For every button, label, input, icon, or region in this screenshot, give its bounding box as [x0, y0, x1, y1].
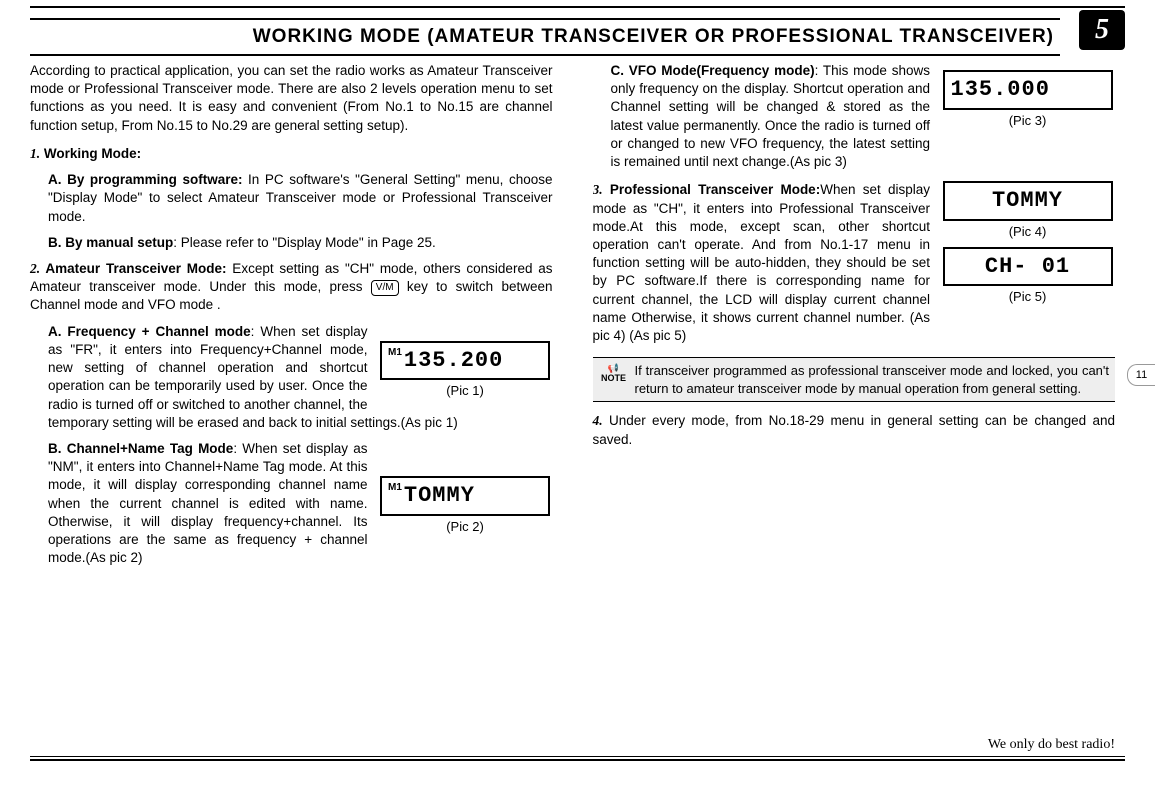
item-2c: 135.000 (Pic 3) C. VFO Mode(Frequency mo…	[611, 62, 1116, 171]
vm-key-icon: V/M	[371, 280, 399, 296]
item-2a: M1135.200 (Pic 1) A. Frequency + Channel…	[48, 323, 553, 432]
lcd-pic4-wrap: TOMMY (Pic 4) CH- 01 (Pic 5)	[940, 181, 1115, 305]
content-area: According to practical application, you …	[30, 62, 1115, 737]
lcd-pic2-text: TOMMY	[404, 483, 475, 508]
lcd-pic1: M1135.200	[380, 341, 550, 381]
chapter-number: 5	[1095, 11, 1109, 49]
lcd-pic1-caption: (Pic 1)	[378, 382, 553, 400]
lcd-pic1-sup: M1	[388, 347, 402, 358]
lcd-pic3-text: 135.000	[951, 77, 1050, 102]
chapter-number-box: 5	[1079, 10, 1125, 50]
slogan: We only do best radio!	[988, 736, 1115, 755]
item-4-body: Under every mode, from No.18-29 menu in …	[593, 413, 1116, 446]
lcd-pic2-wrap: M1TOMMY (Pic 2)	[378, 476, 553, 535]
bottom-rule-thick	[30, 759, 1125, 761]
item-3-title: Professional Transceiver Mode:	[603, 182, 821, 197]
item-1a-lead: A. By programming software:	[48, 172, 242, 187]
item-1: 1. Working Mode:	[30, 145, 553, 163]
item-2-number: 2.	[30, 261, 40, 276]
item-1a: A. By programming software: In PC softwa…	[48, 171, 553, 226]
item-1-number: 1.	[30, 146, 40, 161]
item-1b-text: : Please refer to "Display Mode" in Page…	[173, 235, 435, 250]
page-number-tab: 11	[1127, 364, 1155, 386]
right-column: 135.000 (Pic 3) C. VFO Mode(Frequency mo…	[593, 62, 1116, 737]
lcd-pic5-caption: (Pic 5)	[940, 288, 1115, 306]
item-2-title: Amateur Transceiver Mode:	[40, 261, 226, 276]
lcd-pic3: 135.000	[943, 70, 1113, 110]
item-1b: B. By manual setup: Please refer to "Dis…	[48, 234, 553, 252]
lcd-pic3-caption: (Pic 3)	[940, 112, 1115, 130]
item-2b-text: : When set display as "NM", it enters in…	[48, 441, 368, 565]
item-2b: M1TOMMY (Pic 2) B. Channel+Name Tag Mode…	[48, 440, 553, 568]
note-icon: 📢 NOTE	[597, 364, 631, 384]
page-header: WORKING MODE (AMATEUR TRANSCEIVER OR PRO…	[30, 18, 1060, 56]
page-number: 11	[1136, 368, 1147, 383]
lcd-pic1-text: 135.200	[404, 348, 503, 373]
lcd-pic4-caption: (Pic 4)	[940, 223, 1115, 241]
lcd-pic2: M1TOMMY	[380, 476, 550, 516]
lcd-pic4: TOMMY	[943, 181, 1113, 221]
item-4: 4. Under every mode, from No.18-29 menu …	[593, 412, 1116, 448]
item-2c-lead: C. VFO Mode(Frequency mode)	[611, 63, 815, 78]
lcd-pic3-wrap: 135.000 (Pic 3)	[940, 70, 1115, 129]
item-3-number: 3.	[593, 182, 603, 197]
item-4-number: 4.	[593, 413, 603, 428]
bottom-rule-thin	[30, 756, 1125, 757]
item-2c-text: : This mode shows only frequency on the …	[611, 63, 931, 169]
item-3: TOMMY (Pic 4) CH- 01 (Pic 5) 3. Professi…	[593, 181, 1116, 345]
note-label: NOTE	[597, 374, 631, 384]
header-title: WORKING MODE (AMATEUR TRANSCEIVER OR PRO…	[34, 24, 1054, 50]
item-1-title: Working Mode:	[40, 146, 141, 161]
item-2: 2. Amateur Transceiver Mode: Except sett…	[30, 260, 553, 315]
note-bar: 📢 NOTE If transceiver programmed as prof…	[593, 357, 1116, 402]
item-2b-lead: B. Channel+Name Tag Mode	[48, 441, 233, 456]
lcd-pic2-caption: (Pic 2)	[378, 518, 553, 536]
note-body: If transceiver programmed as professiona…	[635, 363, 1110, 396]
item-3-body: When set display mode as "CH", it enters…	[593, 182, 931, 343]
lcd-pic5: CH- 01	[943, 247, 1113, 287]
lcd-pic5-text: CH- 01	[985, 254, 1070, 279]
lcd-pic4-text: TOMMY	[992, 188, 1063, 213]
left-column: According to practical application, you …	[30, 62, 553, 737]
item-2a-lead: A. Frequency + Channel mode	[48, 324, 251, 339]
item-1b-lead: B. By manual setup	[48, 235, 173, 250]
top-rule	[30, 6, 1125, 8]
lcd-pic2-sup: M1	[388, 482, 402, 493]
intro-paragraph: According to practical application, you …	[30, 62, 553, 135]
lcd-pic1-wrap: M1135.200 (Pic 1)	[378, 341, 553, 400]
